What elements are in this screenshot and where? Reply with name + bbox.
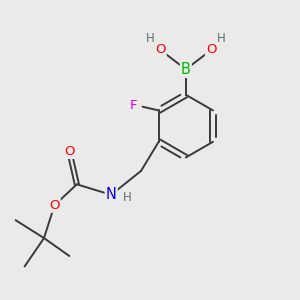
Text: H: H <box>123 191 132 204</box>
Text: H: H <box>146 32 154 44</box>
Text: F: F <box>130 99 137 112</box>
Text: B: B <box>181 62 191 77</box>
Text: O: O <box>206 44 217 56</box>
Text: O: O <box>49 199 60 212</box>
Text: N: N <box>106 187 117 202</box>
Text: O: O <box>64 145 75 158</box>
Text: H: H <box>217 32 226 44</box>
Text: O: O <box>155 44 166 56</box>
